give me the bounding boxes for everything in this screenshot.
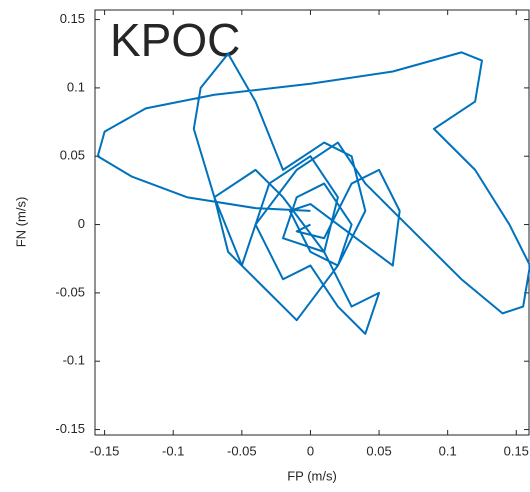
x-axis-label: FP (m/s)	[287, 468, 337, 483]
x-tick-label: 0.05	[366, 443, 391, 458]
y-axis-label: FN (m/s)	[13, 197, 28, 248]
y-tick-label: -0.05	[55, 284, 85, 299]
x-tick-label: 0.15	[504, 443, 529, 458]
y-tick-label: 0.05	[60, 148, 85, 163]
y-tick-label: -0.1	[63, 353, 85, 368]
y-tick-label: 0.1	[67, 79, 85, 94]
x-tick-label: -0.05	[227, 443, 257, 458]
plot-frame	[94, 9, 530, 436]
y-tick-label: 0.15	[60, 11, 85, 26]
trajectory	[96, 51, 530, 335]
y-tick-label: -0.15	[55, 421, 85, 436]
x-tick-label: -0.1	[162, 443, 184, 458]
x-tick-label: 0	[307, 443, 314, 458]
x-tick-label: 0.1	[439, 443, 457, 458]
annotation: KPOC	[110, 14, 240, 66]
y-tick-label: 0	[78, 216, 85, 231]
x-tick-label: -0.15	[90, 443, 120, 458]
